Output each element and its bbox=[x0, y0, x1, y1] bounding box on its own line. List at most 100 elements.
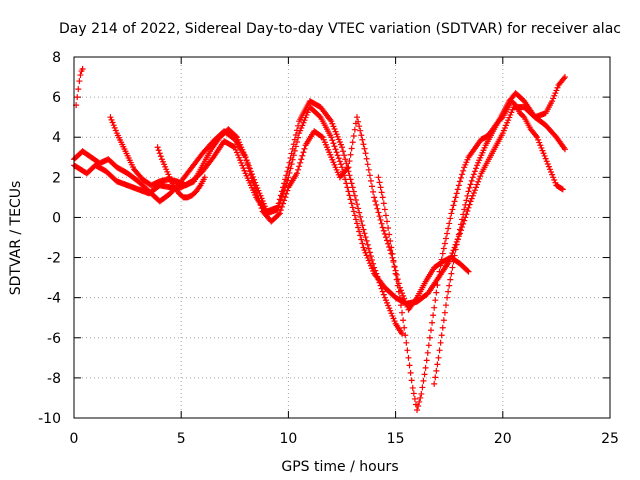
data-point bbox=[375, 209, 382, 216]
y-tick-label: -4 bbox=[47, 291, 61, 307]
data-point bbox=[436, 268, 443, 275]
data-point bbox=[410, 390, 417, 397]
y-tick-label: 2 bbox=[52, 170, 61, 186]
data-point bbox=[365, 245, 372, 252]
data-point bbox=[407, 369, 414, 376]
data-point bbox=[508, 109, 515, 116]
data-point bbox=[289, 145, 296, 152]
data-point bbox=[260, 200, 267, 207]
data-point bbox=[456, 178, 463, 185]
x-tick-label: 10 bbox=[279, 431, 297, 447]
data-point bbox=[545, 163, 552, 170]
data-point bbox=[362, 150, 369, 157]
data-point bbox=[357, 127, 364, 134]
plot-frame bbox=[73, 56, 611, 419]
data-point bbox=[535, 136, 542, 143]
y-axis-label: SDTVAR / TECUs bbox=[8, 181, 24, 296]
data-point bbox=[550, 174, 557, 181]
x-tick-label: 20 bbox=[494, 431, 512, 447]
data-point bbox=[79, 66, 86, 73]
data-point bbox=[347, 196, 354, 203]
data-point bbox=[456, 226, 463, 233]
data-point bbox=[432, 297, 439, 304]
data-point bbox=[254, 192, 261, 199]
data-point bbox=[304, 109, 311, 116]
data-point bbox=[387, 247, 394, 254]
data-point bbox=[357, 232, 364, 239]
data-point bbox=[346, 172, 353, 179]
data-point bbox=[351, 126, 358, 133]
x-tick-label: 15 bbox=[387, 431, 405, 447]
data-point bbox=[365, 166, 372, 173]
data-point bbox=[561, 146, 568, 153]
data-point bbox=[559, 186, 566, 193]
data-point bbox=[424, 349, 431, 356]
data-point bbox=[367, 177, 374, 184]
data-point bbox=[449, 264, 456, 271]
data-point bbox=[393, 276, 400, 283]
data-point bbox=[364, 241, 371, 248]
data-point bbox=[446, 220, 453, 227]
data-point bbox=[363, 155, 370, 162]
data-point bbox=[470, 171, 477, 178]
data-point bbox=[201, 174, 208, 181]
data-point bbox=[348, 145, 355, 152]
data-point bbox=[259, 197, 266, 204]
data-point bbox=[539, 147, 546, 154]
data-point bbox=[425, 342, 432, 349]
data-point bbox=[465, 188, 472, 195]
data-point bbox=[475, 178, 482, 185]
data-point bbox=[366, 172, 373, 179]
data-point bbox=[346, 192, 353, 199]
data-point bbox=[466, 184, 473, 191]
data-point bbox=[470, 189, 477, 196]
data-point bbox=[331, 125, 338, 132]
data-point bbox=[256, 198, 263, 205]
data-point bbox=[501, 124, 508, 131]
data-point bbox=[111, 124, 118, 131]
data-point bbox=[284, 168, 291, 175]
data-point bbox=[297, 159, 304, 166]
data-point bbox=[74, 94, 81, 101]
data-point bbox=[235, 152, 242, 159]
data-point bbox=[457, 174, 464, 181]
data-point bbox=[403, 339, 410, 346]
data-point bbox=[378, 285, 385, 292]
data-point bbox=[156, 150, 163, 157]
data-point bbox=[419, 384, 426, 391]
data-point bbox=[231, 144, 238, 151]
data-point bbox=[445, 288, 452, 295]
data-point bbox=[439, 324, 446, 331]
data-point bbox=[244, 161, 251, 168]
data-point bbox=[442, 235, 449, 242]
data-point bbox=[356, 228, 363, 235]
data-point bbox=[460, 167, 467, 174]
data-point bbox=[533, 132, 540, 139]
data-point bbox=[388, 310, 395, 317]
data-point bbox=[477, 173, 484, 180]
data-point bbox=[389, 312, 396, 319]
data-point bbox=[465, 268, 472, 275]
data-point bbox=[431, 380, 438, 387]
data-point bbox=[328, 134, 335, 141]
data-point bbox=[379, 224, 386, 231]
series-arc-5 bbox=[154, 144, 208, 201]
data-point bbox=[416, 398, 423, 405]
data-point bbox=[370, 260, 377, 267]
data-point bbox=[462, 201, 469, 208]
data-point bbox=[360, 244, 367, 251]
data-point bbox=[345, 164, 352, 171]
data-point bbox=[453, 241, 460, 248]
data-point bbox=[418, 390, 425, 397]
data-point bbox=[360, 226, 367, 233]
data-point bbox=[540, 150, 547, 157]
data-point bbox=[107, 114, 114, 121]
data-point bbox=[380, 227, 387, 234]
data-point bbox=[366, 260, 373, 267]
data-point bbox=[437, 339, 444, 346]
data-point bbox=[381, 294, 388, 301]
data-point bbox=[300, 119, 307, 126]
data-point bbox=[350, 132, 357, 139]
data-point bbox=[448, 210, 455, 217]
data-point bbox=[361, 247, 368, 254]
